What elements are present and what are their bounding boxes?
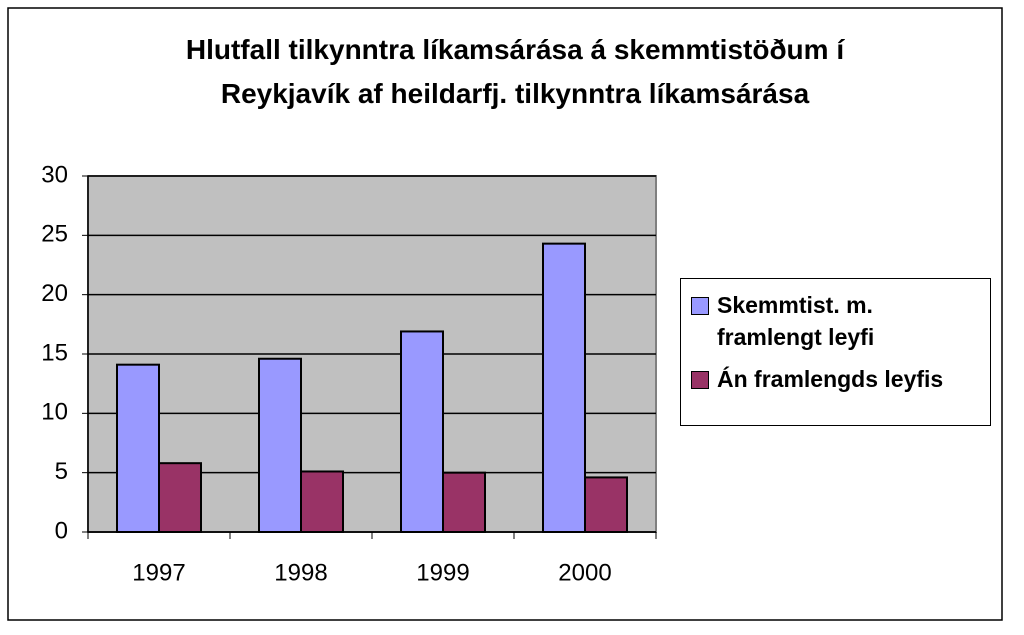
x-tick-label: 2000 [558, 559, 611, 586]
y-tick-label: 5 [55, 458, 68, 485]
y-tick-label: 30 [41, 161, 68, 188]
bar [542, 242, 586, 533]
legend-swatch [691, 371, 709, 389]
x-tick-label: 1998 [274, 559, 327, 586]
bar [158, 462, 202, 534]
y-tick-label: 20 [41, 280, 68, 307]
bar [584, 476, 628, 533]
chart-title: Hlutfall tilkynntra líkamsárása á skemmt… [185, 34, 845, 109]
bar [300, 470, 344, 534]
x-tick-label: 1997 [132, 559, 185, 586]
legend-swatch [691, 297, 709, 315]
y-tick-label: 15 [41, 339, 68, 366]
bar [116, 363, 160, 533]
y-tick-label: 0 [55, 517, 68, 544]
legend-label: Án framlengds leyfis [717, 366, 944, 392]
y-tick-label: 25 [41, 221, 68, 248]
legend-label: Skemmtist. m. framlengt leyfi [717, 292, 875, 350]
bar [442, 471, 486, 533]
y-tick-label: 10 [41, 399, 68, 426]
legend: Skemmtist. m. framlengt leyfi Án framleng… [680, 278, 991, 426]
bar [400, 330, 444, 533]
bar [258, 357, 302, 533]
legend-entry: Skemmtist. m. framlengt leyfi [691, 289, 881, 353]
legend-entry: Án framlengds leyfis [691, 363, 981, 395]
x-tick-label: 1999 [416, 559, 469, 586]
